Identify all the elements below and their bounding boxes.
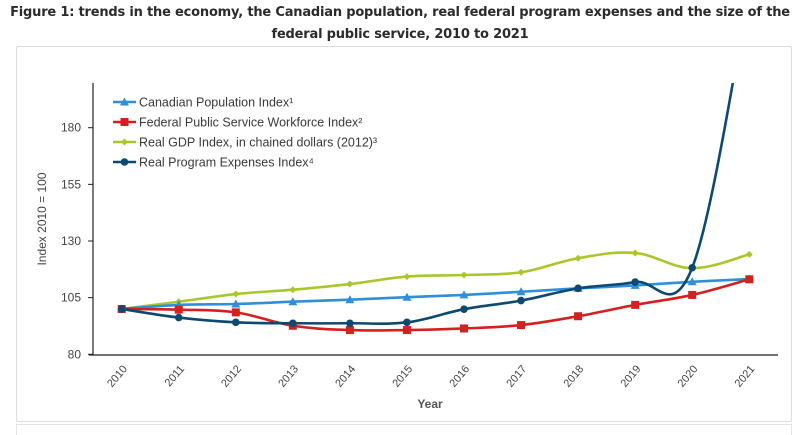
data-point <box>574 312 583 321</box>
legend-marker <box>120 97 129 106</box>
data-point <box>745 250 753 258</box>
data-point <box>631 249 639 257</box>
data-point <box>574 284 582 293</box>
data-point <box>516 287 526 296</box>
series-line-0 <box>120 277 751 311</box>
y-tick-label: 105 <box>61 291 81 305</box>
data-point <box>345 295 355 304</box>
data-point <box>631 278 639 286</box>
data-point <box>345 326 354 335</box>
legend-item: Federal Public Service Workforce Index² <box>113 116 362 130</box>
data-point <box>289 319 297 328</box>
x-tick-label: 2017 <box>504 363 529 389</box>
x-tick-label: 2011 <box>163 363 187 389</box>
y-axis-title: Index 2010 = 100 <box>35 172 49 265</box>
x-axis: 2010 2011 2012 2013 2014 2015 2016 2017 2018 2019… <box>89 354 778 390</box>
data-point <box>687 277 697 286</box>
data-point <box>117 305 126 313</box>
data-point <box>460 305 468 314</box>
figure-title: Figure 1: trends in the economy, the Can… <box>0 2 800 46</box>
data-point <box>174 305 183 314</box>
legend-label: Real Program Expenses Index⁴ <box>139 156 314 170</box>
y-tick-label: 155 <box>61 177 81 191</box>
data-point <box>346 319 354 328</box>
figure-title-line-1: Figure 1: trends in the economy, the Can… <box>10 5 790 20</box>
y-tick-label: 80 <box>68 347 82 361</box>
data-point <box>403 273 411 281</box>
data-point <box>460 271 468 279</box>
data-point <box>232 318 240 327</box>
series-markers <box>117 249 754 335</box>
legend-item: Canadian Population Index¹ <box>113 96 293 110</box>
chart-frame <box>16 46 792 422</box>
data-point <box>745 275 754 284</box>
data-point <box>402 326 411 335</box>
legend-label: Federal Public Service Workforce Index² <box>139 116 362 130</box>
data-point <box>232 290 240 298</box>
legend: Canadian Population Index¹ Federal Public… <box>113 96 377 170</box>
data-point <box>688 290 697 299</box>
x-tick-label: 2014 <box>333 363 358 389</box>
data-point <box>403 318 411 327</box>
y-axis: 80 105 130 155 180 <box>61 83 94 361</box>
data-point <box>459 290 469 299</box>
legend-marker <box>121 138 128 146</box>
data-point <box>460 324 468 333</box>
data-point <box>688 263 696 272</box>
x-tick-label: 2018 <box>561 363 586 389</box>
series-lines <box>120 83 751 332</box>
x-tick-label: 2013 <box>276 363 301 389</box>
data-point <box>517 321 526 330</box>
legend-item: Real GDP Index, in chained dollars (2012… <box>113 136 377 150</box>
figure-title-line-2: federal public service, 2010 to 2021 <box>271 27 529 42</box>
x-tick-label: 2019 <box>619 363 644 389</box>
x-tick-label: 2021 <box>733 363 758 389</box>
y-tick-label: 130 <box>61 234 81 248</box>
data-point <box>288 297 298 306</box>
data-point <box>631 300 640 309</box>
x-tick-label: 2012 <box>219 363 244 389</box>
data-point <box>231 308 240 317</box>
x-axis-title: Year <box>417 397 443 411</box>
series-line-1 <box>120 277 751 332</box>
x-tick-label: 2010 <box>105 363 130 389</box>
next-panel-edge <box>16 424 792 435</box>
data-point <box>289 286 297 294</box>
data-point <box>174 313 183 322</box>
series-line-2 <box>120 251 751 311</box>
data-point <box>402 292 412 301</box>
legend-label: Canadian Population Index¹ <box>139 96 293 110</box>
legend-marker <box>120 118 129 126</box>
data-point <box>574 254 582 262</box>
data-point <box>517 268 525 276</box>
legend-item: Real Program Expenses Index⁴ <box>113 156 314 170</box>
y-tick-label: 180 <box>61 121 81 135</box>
data-point <box>517 296 525 305</box>
data-point <box>346 280 354 288</box>
legend-marker <box>120 158 129 166</box>
x-tick-label: 2016 <box>447 363 472 389</box>
x-tick-label: 2020 <box>676 363 701 389</box>
legend-label: Real GDP Index, in chained dollars (2012… <box>139 136 377 150</box>
x-tick-label: 2015 <box>390 363 415 389</box>
data-point <box>231 299 241 308</box>
